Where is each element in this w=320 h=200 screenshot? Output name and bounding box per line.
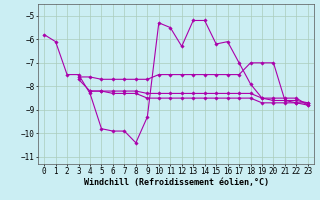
X-axis label: Windchill (Refroidissement éolien,°C): Windchill (Refroidissement éolien,°C): [84, 178, 268, 187]
